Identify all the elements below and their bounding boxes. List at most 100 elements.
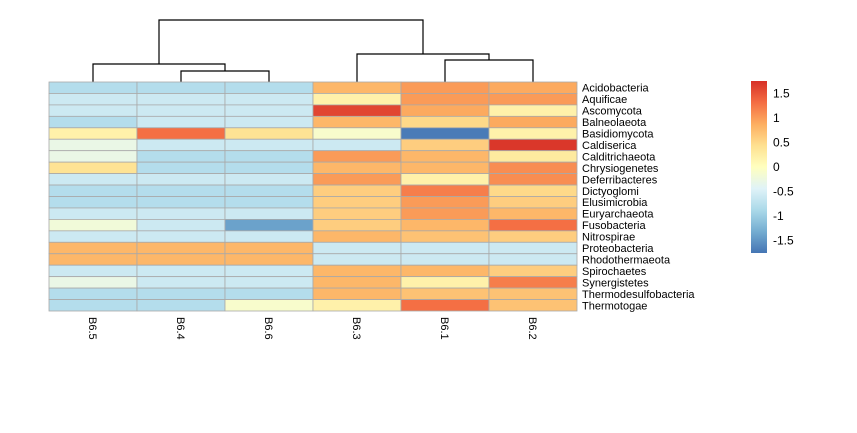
heatmap-cell xyxy=(312,161,402,174)
heatmap-cell xyxy=(224,230,314,243)
heatmap-cell xyxy=(136,138,226,152)
heatmap-cell xyxy=(224,207,314,220)
heatmap-cell xyxy=(312,218,402,232)
row-label: Nitrospirae xyxy=(582,232,635,244)
heatmap-cell xyxy=(48,161,138,174)
heatmap-cell xyxy=(312,276,402,289)
row-label: Proteobacteria xyxy=(582,243,654,255)
row-label: Spirochaetes xyxy=(582,266,647,278)
heatmap-cell xyxy=(488,287,578,300)
heatmap-cell xyxy=(400,184,490,197)
heatmap-cell xyxy=(400,93,490,106)
heatmap-cell xyxy=(224,276,314,289)
heatmap-cell xyxy=(488,218,578,232)
dendrogram-link xyxy=(444,59,534,82)
row-label: Caldiserica xyxy=(582,140,637,152)
heatmap-cell xyxy=(136,276,226,289)
heatmap-cell xyxy=(48,184,138,197)
colorbar-tick-label: 0 xyxy=(773,160,780,174)
heatmap-cell xyxy=(136,218,226,232)
heatmap-cell xyxy=(488,173,578,186)
row-label: Rhodothermaeota xyxy=(582,254,671,266)
colorbar xyxy=(751,81,767,253)
colorbar-tick-label: 1.5 xyxy=(773,86,790,100)
row-label: Deferribacteres xyxy=(582,174,658,186)
heatmap-cell xyxy=(488,230,578,243)
heatmap-cell xyxy=(48,173,138,186)
heatmap-cell xyxy=(312,230,402,243)
heatmap-cell xyxy=(48,241,138,255)
heatmap-cell xyxy=(488,115,578,129)
heatmap-cell xyxy=(224,173,314,186)
row-label: Aquificae xyxy=(582,94,627,106)
heatmap-cell xyxy=(224,184,314,197)
heatmap-cell xyxy=(312,299,402,312)
color-legend: 1.5 1 0.5 0 -0.5 -1 -1.5 xyxy=(751,81,794,253)
heatmap-cell xyxy=(224,218,314,232)
heatmap-cell xyxy=(312,207,402,220)
heatmap-cell xyxy=(488,264,578,278)
heatmap-cell xyxy=(488,93,578,106)
heatmap-cell xyxy=(488,104,578,117)
heatmap-cell xyxy=(48,230,138,243)
heatmap-cell xyxy=(312,264,402,278)
column-label: B6.6 xyxy=(262,317,274,340)
heatmap-cell xyxy=(312,81,402,94)
heatmap-cell xyxy=(136,150,226,163)
heatmap-cell xyxy=(48,115,138,129)
heatmap-cell xyxy=(136,81,226,94)
heatmap-cell xyxy=(136,184,226,197)
heatmap-cell xyxy=(136,196,226,209)
heatmap-cell xyxy=(48,207,138,220)
heatmap-cell xyxy=(136,299,226,312)
column-labels: B6.5 B6.4 B6.6 B6.3 B6.1 B6.2 xyxy=(86,317,538,340)
heatmap-cell xyxy=(400,115,490,129)
row-label: Acidobacteria xyxy=(582,83,650,95)
heatmap-cell xyxy=(400,218,490,232)
row-label: Ascomycota xyxy=(582,106,643,118)
heatmap-cell xyxy=(224,253,314,266)
heatmap-cell xyxy=(136,253,226,266)
heatmap-cell xyxy=(312,287,402,300)
column-dendrogram xyxy=(92,19,534,82)
heatmap-cell xyxy=(488,253,578,266)
colorbar-tick-label: 1 xyxy=(773,111,780,125)
heatmap-cell xyxy=(400,264,490,278)
row-label: Fusobacteria xyxy=(582,220,646,232)
heatmap-cell xyxy=(312,93,402,106)
heatmap-cell xyxy=(48,276,138,289)
heatmap-cell xyxy=(312,150,402,163)
heatmap-cell xyxy=(488,161,578,174)
heatmap-cell xyxy=(224,127,314,140)
heatmap-cell xyxy=(488,276,578,289)
heatmap-cell xyxy=(48,150,138,163)
heatmap-cell xyxy=(224,138,314,152)
column-label: B6.5 xyxy=(86,317,98,340)
heatmap-cell xyxy=(312,115,402,129)
heatmap-cell xyxy=(136,173,226,186)
row-label: Elusimicrobia xyxy=(582,197,648,209)
heatmap-cell xyxy=(224,287,314,300)
heatmap-cell xyxy=(136,207,226,220)
heatmap-cell xyxy=(136,127,226,140)
heatmap-cell xyxy=(400,127,490,140)
row-label: Thermotogae xyxy=(582,300,647,312)
heatmap-cell xyxy=(224,93,314,106)
heatmap-cell xyxy=(224,81,314,94)
heatmap-cell xyxy=(400,253,490,266)
row-label: Balneolaeota xyxy=(582,117,647,129)
heatmap-cell xyxy=(312,138,402,152)
heatmap-cell xyxy=(400,150,490,163)
dendrogram-link xyxy=(92,63,226,82)
heatmap-cell xyxy=(488,81,578,94)
row-label: Calditrichaeota xyxy=(582,151,656,163)
heatmap-cell xyxy=(312,173,402,186)
heatmap-cell xyxy=(400,104,490,117)
row-label: Euryarchaeota xyxy=(582,209,654,221)
heatmap-cell xyxy=(400,161,490,174)
colorbar-tick-label: -1.5 xyxy=(773,234,794,248)
heatmap-cell xyxy=(488,184,578,197)
colorbar-tick-label: -0.5 xyxy=(773,185,794,199)
column-label: B6.3 xyxy=(350,317,362,340)
heatmap-cell xyxy=(224,161,314,174)
